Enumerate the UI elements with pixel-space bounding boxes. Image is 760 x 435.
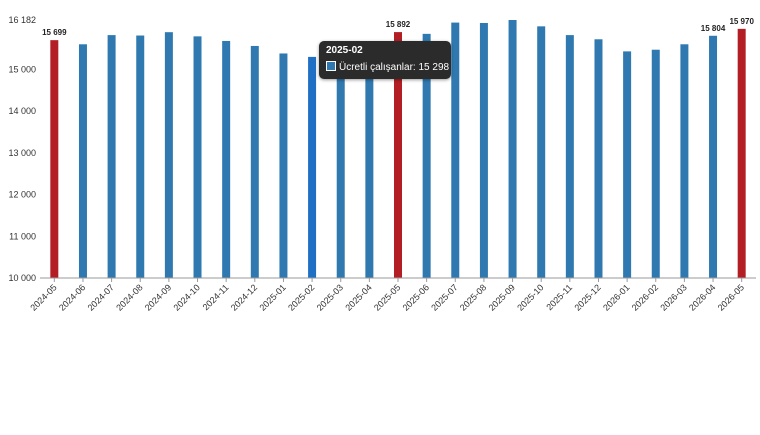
bar (250, 45, 259, 278)
bar (680, 44, 689, 278)
bar (107, 35, 116, 279)
bar (164, 32, 173, 279)
series-swatch-icon (326, 61, 336, 71)
x-tick-label: 2024-11 (201, 282, 231, 312)
x-tick-label: 2025-07 (429, 282, 459, 312)
bar (50, 40, 59, 278)
x-axis-ticks: 2024-052024-062024-072024-082024-092024-… (28, 278, 746, 313)
y-tick-label: 15 000 (8, 64, 36, 74)
bar (594, 39, 603, 278)
x-tick-label: 2025-04 (343, 282, 373, 312)
x-tick-label: 2025-02 (286, 282, 316, 312)
bar (394, 32, 402, 279)
y-tick-label: 12 000 (8, 190, 36, 200)
x-tick-label: 2025-06 (401, 282, 431, 312)
bar (279, 53, 288, 279)
y-tick-label: 16 182 (8, 15, 36, 25)
bar (451, 22, 460, 279)
x-tick-label: 2025-12 (572, 282, 602, 312)
x-tick-label: 2024-10 (172, 282, 202, 312)
bar-series (50, 20, 746, 279)
x-tick-label: 2024-08 (114, 282, 144, 312)
bar (479, 23, 488, 278)
bar (565, 35, 574, 279)
bar (78, 44, 87, 278)
y-tick-label: 14 000 (8, 106, 36, 116)
y-tick-label: 10 000 (8, 273, 36, 283)
bar (193, 36, 202, 278)
tooltip-row: Ücretli çalışanlar: 15 298 (326, 61, 449, 73)
data-label: 15 970 (729, 17, 754, 26)
data-label: 15 804 (701, 24, 726, 33)
data-label: 15 892 (386, 20, 411, 29)
bar (136, 35, 145, 279)
x-tick-label: 2025-08 (458, 282, 488, 312)
bar (336, 53, 345, 279)
x-tick-label: 2026-04 (687, 282, 717, 312)
y-axis-ticks: 10 000 11 000 12 000 13 000 14 000 15 000 16 1… (8, 15, 36, 283)
bar (308, 56, 317, 278)
chart-tooltip: 2025-02 Ücretli çalışanlar: 15 298 (319, 41, 451, 79)
tooltip-separator: : (412, 62, 419, 73)
bar (709, 35, 718, 278)
x-tick-label: 2024-07 (86, 282, 116, 312)
bar (365, 42, 374, 278)
x-tick-label: 2025-11 (544, 282, 574, 312)
x-tick-label: 2026-02 (630, 282, 660, 312)
bar (537, 26, 546, 278)
data-label: 15 699 (42, 28, 67, 37)
bar (222, 40, 231, 278)
tooltip-series-name: Ücretli çalışanlar (339, 62, 413, 73)
x-tick-label: 2026-03 (658, 282, 688, 312)
x-tick-label: 2024-09 (143, 282, 173, 312)
bar (623, 51, 632, 278)
y-tick-label: 13 000 (8, 148, 36, 158)
x-tick-label: 2026-01 (601, 282, 631, 312)
x-tick-label: 2024-06 (57, 282, 87, 312)
x-tick-label: 2024-12 (229, 282, 259, 312)
tooltip-value: 15 298 (418, 62, 450, 73)
x-tick-label: 2025-03 (315, 282, 345, 312)
x-tick-label: 2025-01 (257, 282, 287, 312)
x-tick-label: 2026-05 (716, 282, 746, 312)
tooltip-title: 2025-02 (326, 45, 363, 56)
bar (422, 33, 431, 278)
x-tick-label: 2025-05 (372, 282, 402, 312)
bar (651, 49, 660, 278)
x-tick-label: 2024-05 (28, 282, 58, 312)
bar (508, 20, 517, 278)
x-tick-label: 2025-09 (487, 282, 517, 312)
x-tick-label: 2025-10 (515, 282, 545, 312)
bar (737, 28, 746, 278)
y-tick-label: 11 000 (9, 231, 36, 241)
